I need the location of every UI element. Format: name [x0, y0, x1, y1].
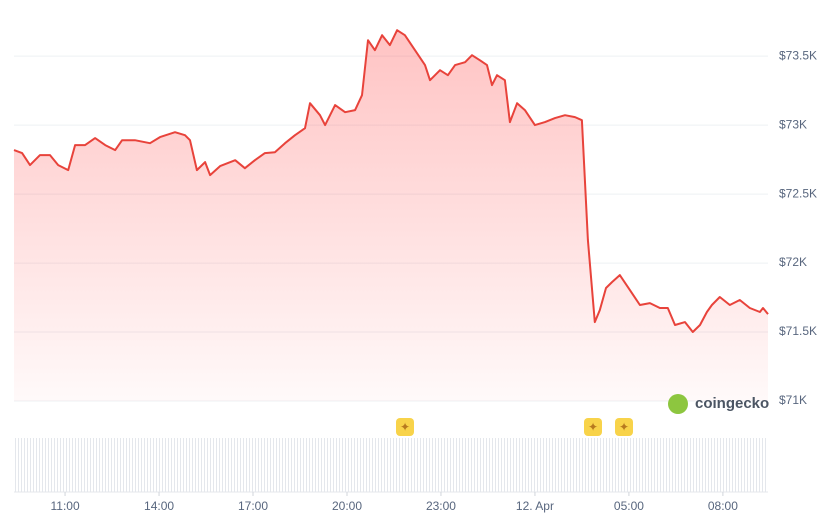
- y-tick-label: $71K: [779, 393, 807, 407]
- x-tick-label: 08:00: [708, 499, 738, 513]
- x-tick-label: 17:00: [238, 499, 268, 513]
- svg-text:✦: ✦: [619, 420, 629, 434]
- svg-text:✦: ✦: [588, 420, 598, 434]
- x-tick-label: 14:00: [144, 499, 174, 513]
- y-tick-label: $73.5K: [779, 48, 817, 62]
- x-tick-label: 05:00: [614, 499, 644, 513]
- logo: [668, 394, 688, 414]
- x-tick-label: 11:00: [50, 499, 79, 513]
- watermark: coingecko: [695, 395, 769, 412]
- area: [14, 30, 768, 401]
- x-tick-label: 12. Apr: [516, 499, 554, 513]
- x-tick-label: 20:00: [332, 499, 362, 513]
- y-tick-label: $73K: [779, 117, 807, 131]
- line: [13, 29, 769, 333]
- svg-text:✦: ✦: [400, 420, 410, 434]
- event-icons: ✦ ✦ ✦: [396, 418, 633, 436]
- y-tick-label: $72K: [779, 255, 807, 269]
- x-tick-label: 23:00: [426, 499, 456, 513]
- volume-band: [14, 438, 768, 492]
- y-tick-label: $72.5K: [779, 186, 817, 200]
- y-tick-label: $71.5K: [779, 324, 817, 338]
